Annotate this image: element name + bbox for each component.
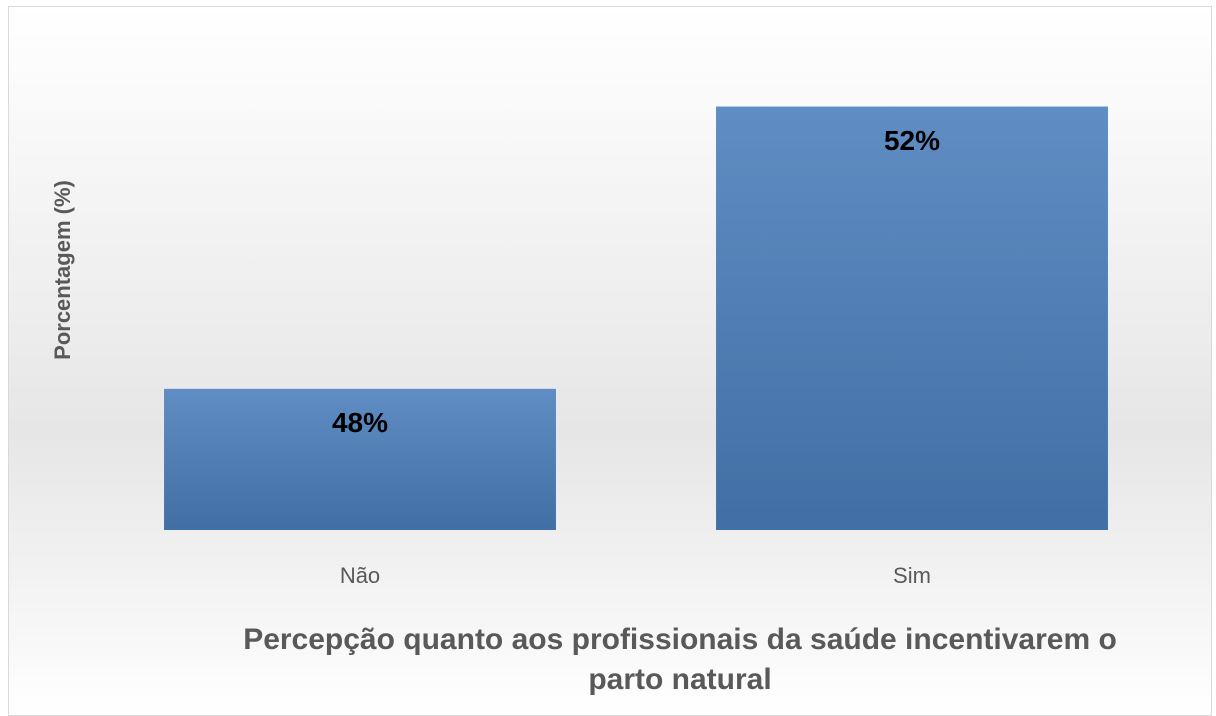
y-axis-label: Porcentagem (%): [50, 180, 75, 360]
bar-shade: [716, 106, 1108, 531]
data-label: 48%: [332, 407, 388, 438]
data-label: 52%: [884, 125, 940, 156]
bar-shade: [164, 388, 556, 530]
x-tick-label: Sim: [893, 563, 931, 588]
x-tick-label: Não: [340, 563, 380, 588]
x-axis-label: Percepção quanto aos profissionais da sa…: [243, 623, 1117, 696]
